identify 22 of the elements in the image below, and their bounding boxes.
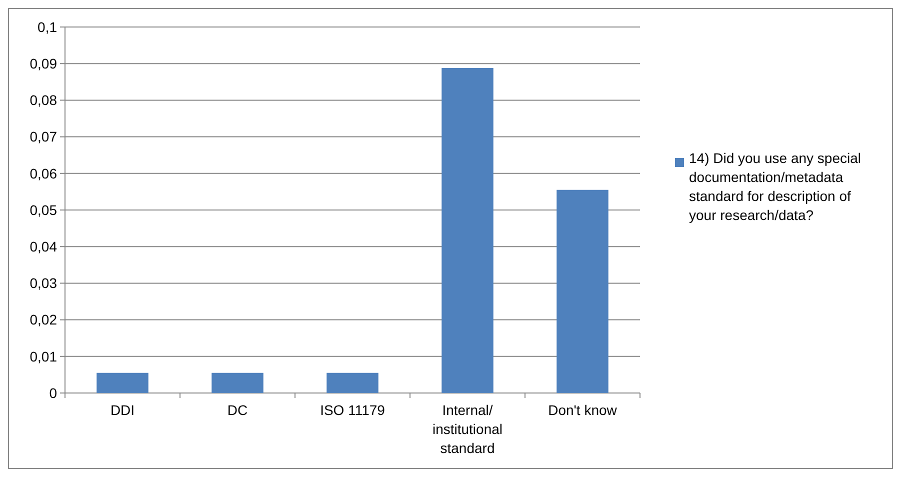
y-tick-label: 0,08 [30,92,58,108]
bar [556,190,608,393]
y-tick-label: 0,1 [38,18,58,35]
y-tick-label: 0,01 [30,348,58,364]
x-tick-label: DDI [110,402,135,418]
y-tick-label: 0,05 [30,202,58,218]
x-tick-label: Don't know [548,402,618,418]
y-tick-label: 0,07 [30,128,58,145]
bar [212,372,264,393]
x-tick-label: ISO 11179 [320,402,386,418]
x-tick-label: DC [227,402,248,418]
y-tick-label: 0,02 [30,312,58,328]
x-tick-label: Internal/ institutional standard [432,402,503,456]
y-tick-label: 0,09 [30,56,58,72]
y-tick-label: 0,04 [30,238,58,254]
bar [442,68,494,393]
y-tick-label: 0,03 [30,275,58,292]
bar [96,372,148,393]
legend-label: 14) Did you use any special documentation/metadata standard for description of your research/data? [689,150,861,223]
bar [326,372,378,393]
y-tick-label: 0,06 [30,165,58,182]
y-tick-label: 0 [49,384,58,401]
